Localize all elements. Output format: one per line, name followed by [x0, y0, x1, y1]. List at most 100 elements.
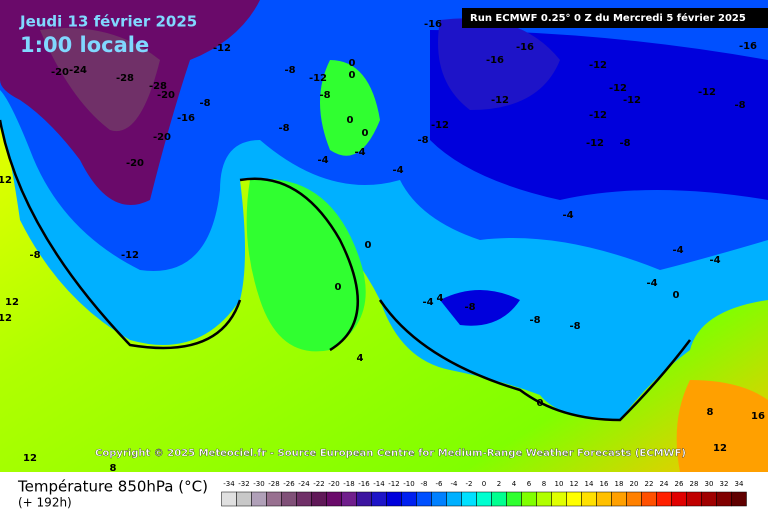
contour-label: -12	[589, 60, 607, 71]
contour-label: -12	[213, 43, 231, 54]
contour-label: 0	[362, 128, 369, 139]
color-swatch	[356, 491, 372, 507]
contour-label: 0	[673, 290, 680, 301]
colorbar-label: 34	[735, 480, 744, 488]
color-swatch	[641, 491, 657, 507]
colorbar-label: -30	[253, 480, 264, 488]
colorbar-label: -18	[343, 480, 354, 488]
contour-label: -12	[589, 110, 607, 121]
legend-title: Température 850hPa (°C)	[17, 478, 208, 496]
color-swatch	[686, 491, 702, 507]
contour-label: 12	[5, 297, 19, 308]
color-swatch	[401, 491, 417, 507]
color-swatch	[596, 491, 612, 507]
color-swatch	[431, 491, 447, 507]
color-swatch	[446, 491, 462, 507]
color-swatch	[266, 491, 282, 507]
colorbar-label: 30	[705, 480, 714, 488]
color-swatch	[251, 491, 267, 507]
color-swatch	[221, 491, 237, 507]
time: 1:00 locale	[20, 33, 149, 57]
colorbar-label: -8	[421, 480, 428, 488]
color-swatch	[311, 491, 327, 507]
colorbar-label: -28	[268, 480, 279, 488]
contour-label: -24	[69, 65, 87, 76]
color-swatch	[716, 491, 732, 507]
contour-label: 12	[23, 453, 37, 464]
color-swatch	[551, 491, 567, 507]
run-box	[462, 8, 768, 28]
color-swatch	[461, 491, 477, 507]
colorbar-label: 28	[690, 480, 699, 488]
color-swatch	[296, 491, 312, 507]
contour-label: -20	[51, 67, 69, 78]
color-swatch	[521, 491, 537, 507]
colorbar-label: -22	[313, 480, 324, 488]
color-swatch	[506, 491, 522, 507]
contour-label: -28	[116, 73, 134, 84]
contour-label: 0	[347, 115, 354, 126]
contour-label: -4	[672, 245, 683, 256]
colorbar-label: 16	[600, 480, 609, 488]
colorbar-label: 26	[675, 480, 684, 488]
contour-label: -20	[157, 90, 175, 101]
contour-label: 8	[110, 463, 117, 474]
map	[0, 0, 768, 472]
contour-label: -16	[516, 42, 534, 53]
color-swatch	[326, 491, 342, 507]
contour-label: -4	[709, 255, 720, 266]
color-swatch	[611, 491, 627, 507]
contour-label: 4	[357, 353, 364, 364]
colorbar-label: -2	[466, 480, 473, 488]
contour-label: -8	[417, 135, 428, 146]
contour-label: -8	[569, 321, 580, 332]
contour-label: 0	[365, 240, 372, 251]
date: Jeudi 13 février 2025	[19, 13, 197, 31]
colorbar-label: 10	[555, 480, 564, 488]
color-swatch	[476, 491, 492, 507]
contour-label: -4	[392, 165, 403, 176]
lead-time: (+ 192h)	[18, 496, 72, 510]
contour-label: -8	[29, 250, 40, 261]
colorbar-label: 6	[527, 480, 532, 488]
contour-label: -12	[309, 73, 327, 84]
contour-label: -8	[529, 315, 540, 326]
contour-label: -8	[464, 302, 475, 313]
contour-label: -12	[586, 138, 604, 149]
contour-label: -4	[422, 297, 433, 308]
contour-label: -20	[153, 132, 171, 143]
colorbar-label: -6	[436, 480, 444, 488]
contour-label: 0	[349, 58, 356, 69]
color-swatch	[671, 491, 687, 507]
contour-label: -4	[354, 147, 365, 158]
color-swatch	[536, 491, 552, 507]
color-swatch	[491, 491, 507, 507]
contour-label: 0	[335, 282, 342, 293]
colorbar-label: 22	[645, 480, 654, 488]
colorbar-label: 32	[720, 480, 729, 488]
colorbar-label: -26	[283, 480, 295, 488]
colorbar-label: 24	[660, 480, 669, 488]
contour-label: 0	[349, 70, 356, 81]
color-swatch	[581, 491, 597, 507]
contour-label: -16	[177, 113, 195, 124]
contour-label: -28	[149, 81, 167, 92]
contour-label: -16	[486, 55, 504, 66]
color-swatch	[341, 491, 357, 507]
contour-label: 12	[0, 313, 12, 324]
colorbar-label: 8	[542, 480, 546, 488]
copyright: Copyright © 2025 Meteociel.fr - Source E…	[95, 448, 686, 459]
colorbar-label: 4	[512, 480, 517, 488]
contour-label: -12	[491, 95, 509, 106]
color-swatch	[416, 491, 432, 507]
colorbar-label: -16	[358, 480, 370, 488]
contour-label: -8	[199, 98, 210, 109]
colorbar-label: 2	[497, 480, 501, 488]
colorbar-label: -4	[451, 480, 459, 488]
contour-label: 16	[751, 411, 765, 422]
color-swatch	[731, 491, 747, 507]
colorbar-label: 20	[630, 480, 639, 488]
contour-label: 4	[437, 293, 444, 304]
color-swatch	[281, 491, 297, 507]
